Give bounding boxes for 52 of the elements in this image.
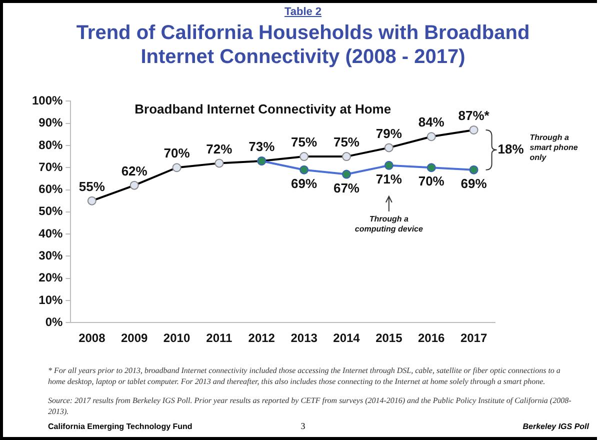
- data-label: 67%: [333, 180, 360, 196]
- source-note: Source: 2017 results from Berkeley IGS Poll. Prior year results as reported by CETF from surveys (2014-2016) and the Public Policy Institute of California (2008-2013).: [48, 395, 572, 417]
- text: 18%: [498, 141, 524, 156]
- y-tick-label: 70%: [38, 160, 64, 174]
- text: California Emerging Technology Fund: [48, 421, 194, 432]
- data-label: 62%: [121, 163, 148, 178]
- point: [300, 165, 309, 174]
- data-label: 75%: [333, 134, 360, 150]
- y-tick-label: 50%: [38, 204, 64, 218]
- chart-subtitle: Broadband Internet Connectivity at Home: [134, 101, 392, 116]
- x-tick-label: 2014: [333, 331, 360, 346]
- annotation: Through a computing device: [354, 214, 424, 234]
- y-tick-label: 90%: [38, 116, 64, 130]
- x-tick-label: 2015: [376, 331, 403, 346]
- y-tick-label: 30%: [38, 248, 64, 262]
- data-label: 70%: [418, 174, 445, 189]
- data-label: 84%: [418, 114, 445, 130]
- y-tick-label: 100%: [32, 94, 64, 108]
- y-tick-label: 80%: [38, 138, 64, 152]
- x-tick-label: 2017: [460, 331, 488, 346]
- point: [469, 165, 478, 174]
- y-tick-label: 40%: [38, 226, 64, 240]
- x-tick-label: 2010: [163, 331, 190, 346]
- data-label: 87%*: [458, 108, 490, 124]
- text: Through a smart phone only: [530, 133, 578, 162]
- point: [384, 160, 394, 170]
- data-label: 79%: [376, 126, 402, 141]
- data-label: 71%: [376, 171, 402, 186]
- data-label: 72%: [206, 141, 233, 156]
- y-tick-label: 20%: [38, 270, 64, 285]
- y-tick-label: 60%: [38, 182, 64, 196]
- data-label: 70%: [164, 146, 190, 161]
- data-label: 69%: [460, 176, 488, 191]
- x-tick-label: 2013: [290, 331, 318, 346]
- chart-title: Trend of California Households with Broadband Internet Connectivity (2008 - 2017): [75, 21, 531, 69]
- text: * For all years prior to 2013, broadband Internet connectivity included those accessing the Internet through DSL, cable, satellite or fiber optic connections to a home desktop, laptop or tablet computer. For 2013 and thereafter, this also includes those connecting to the Internet at home solely through a smart phone.: [48, 365, 562, 387]
- x-tick-label: 2016: [418, 331, 446, 346]
- y-tick-label: 0%: [45, 314, 64, 329]
- x-tick-label: 2008: [78, 331, 106, 346]
- data-label: 55%: [78, 178, 106, 194]
- point: [342, 170, 351, 179]
- data-label: 75%: [291, 134, 318, 150]
- x-tick-label: 2011: [206, 331, 233, 346]
- y-tick-label: 10%: [38, 292, 64, 307]
- x-tick-label: 2009: [120, 331, 148, 346]
- point: [426, 163, 436, 172]
- caption: Table 2: [283, 6, 323, 18]
- data-label: 69%: [291, 176, 318, 191]
- text: Berkeley IGS Poll: [522, 421, 589, 432]
- text: 3: [300, 421, 306, 432]
- data-label: 73%: [248, 139, 276, 154]
- x-tick-label: 2012: [248, 331, 276, 346]
